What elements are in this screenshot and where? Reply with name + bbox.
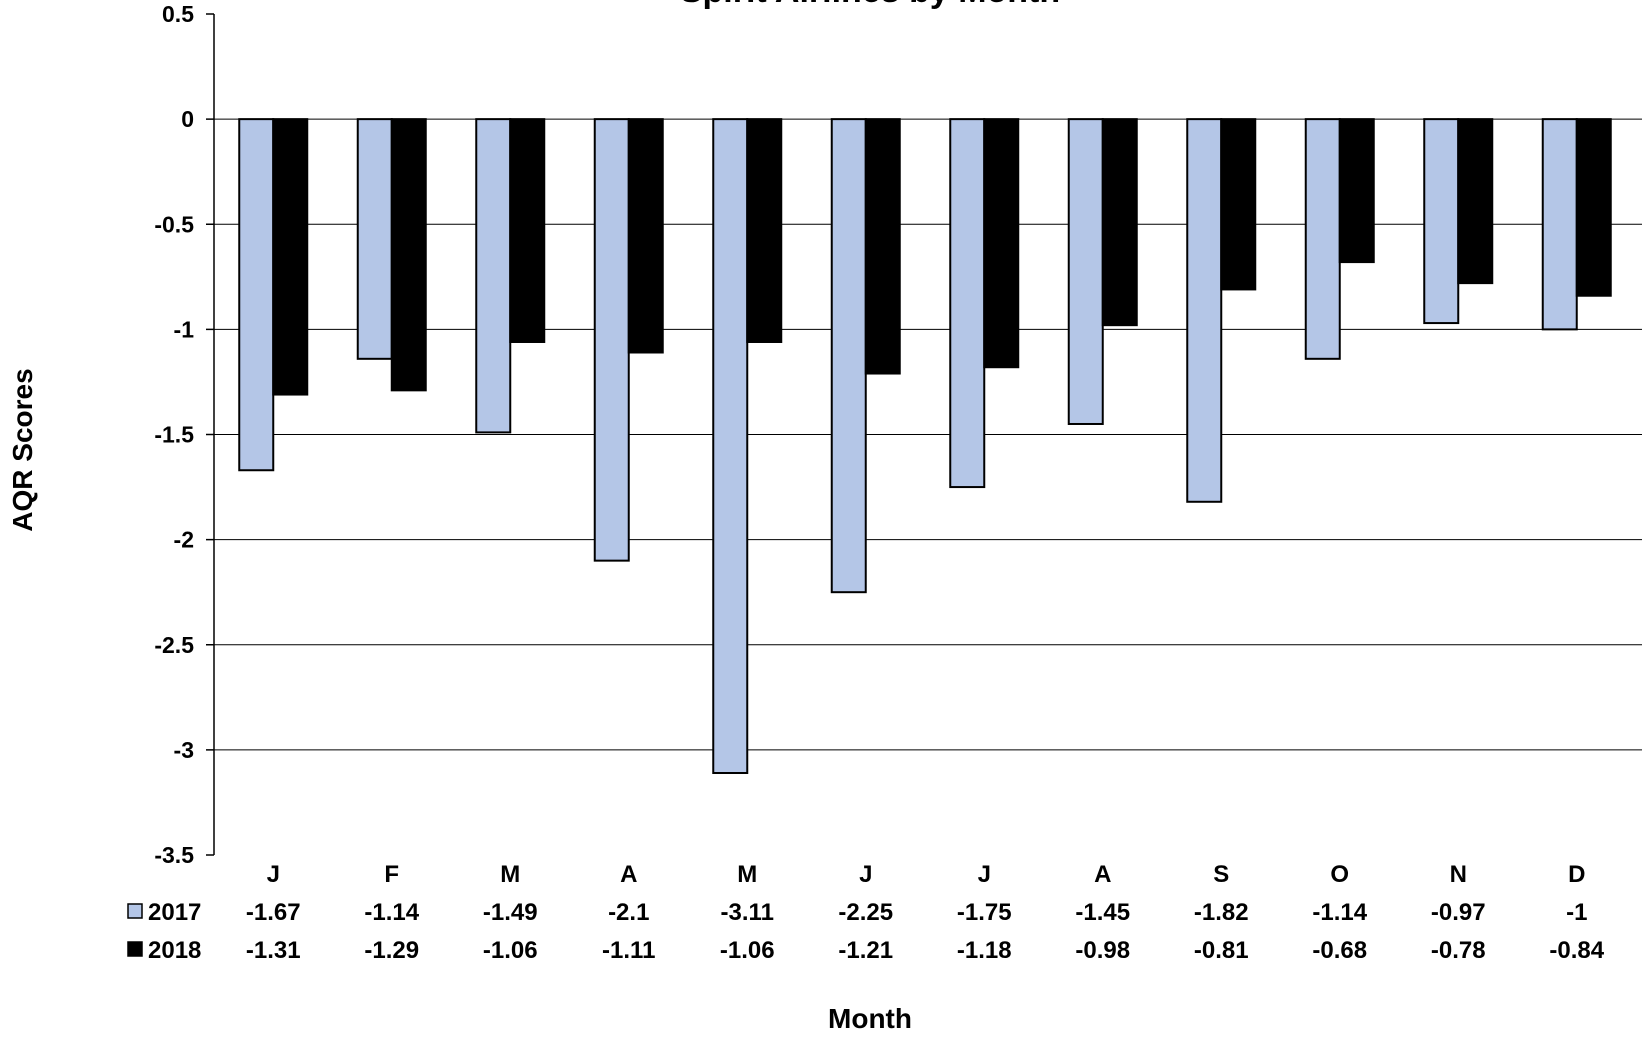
table-cell-2018: -1.06 xyxy=(720,937,775,964)
bar-2018-9 xyxy=(1220,118,1257,291)
bar-2018-11 xyxy=(1457,118,1494,285)
table-cell-2017: -1.14 xyxy=(1312,899,1367,926)
bar-2017-6 xyxy=(830,118,867,594)
table-cell-2017: -2.1 xyxy=(608,899,649,926)
bar-2018-12 xyxy=(1575,118,1612,297)
y-tick-label: -2.5 xyxy=(154,632,194,658)
table-cell-2018: -1.21 xyxy=(838,937,893,964)
bar-2018-5 xyxy=(746,118,783,343)
table-cell-2018: -1.11 xyxy=(602,937,655,964)
table-cell-2017: -2.25 xyxy=(838,899,893,926)
bar-2017-9 xyxy=(1186,118,1223,503)
y-tick-label: -0.5 xyxy=(154,211,194,237)
x-category-label: J xyxy=(859,861,872,888)
bar-2017-4 xyxy=(593,118,630,562)
legend-label-2018: 2018 xyxy=(148,937,201,964)
table-cell-2017: -0.97 xyxy=(1431,899,1486,926)
legend-label-2017: 2017 xyxy=(148,899,201,926)
table-cell-2017: -1.45 xyxy=(1075,899,1130,926)
x-category-label: J xyxy=(267,861,280,888)
table-cell-2018: -0.78 xyxy=(1431,937,1486,964)
x-category-label: M xyxy=(737,861,757,888)
bar-2018-6 xyxy=(864,118,901,375)
x-axis-label: Month xyxy=(828,1003,912,1034)
table-cell-2017: -1 xyxy=(1566,899,1587,926)
legend-swatch-2017 xyxy=(127,903,143,919)
x-category-label: A xyxy=(1094,861,1111,888)
y-tick-label: -2 xyxy=(174,527,194,553)
bar-2018-1 xyxy=(272,118,309,396)
bar-2017-1 xyxy=(238,118,275,472)
y-tick-label: 0 xyxy=(181,106,194,132)
legend-swatch-2018 xyxy=(127,941,143,957)
table-cell-2017: -1.75 xyxy=(957,899,1012,926)
table-cell-2018: -0.84 xyxy=(1549,937,1604,964)
bar-2018-7 xyxy=(983,118,1020,369)
y-tick-label: -1 xyxy=(174,316,195,342)
y-axis-label: AQR Scores xyxy=(7,368,38,531)
x-category-label: S xyxy=(1213,861,1229,888)
bar-2017-10 xyxy=(1304,118,1341,360)
gridlines xyxy=(214,118,1642,751)
bar-2018-4 xyxy=(627,118,664,354)
table-cell-2018: -1.06 xyxy=(483,937,538,964)
table-cell-2018: -1.31 xyxy=(246,937,301,964)
bar-2017-2 xyxy=(356,118,393,360)
table-cell-2018: -0.68 xyxy=(1312,937,1367,964)
table-cell-2017: -1.14 xyxy=(364,899,419,926)
table-cell-2018: -1.29 xyxy=(364,937,419,964)
y-tick-label: -3 xyxy=(174,737,194,763)
bars xyxy=(238,118,1612,775)
bar-2018-8 xyxy=(1101,118,1138,327)
x-category-label: D xyxy=(1568,861,1585,888)
bar-2018-2 xyxy=(390,118,427,392)
data-table: -1.67 -1.31 -1.14 -1.29 -1.49 -1.06 -2.1 -1.11 -… xyxy=(127,899,1605,964)
axes xyxy=(206,13,215,856)
table-cell-2017: -1.82 xyxy=(1194,899,1249,926)
table-cell-2018: -0.98 xyxy=(1075,937,1130,964)
x-category-label: M xyxy=(500,861,520,888)
y-tick-label: 0.5 xyxy=(162,1,194,27)
bar-2018-10 xyxy=(1338,118,1375,264)
chart-title: Spirit Airlines by Month xyxy=(680,0,1060,10)
bar-2017-3 xyxy=(475,118,512,434)
y-tick-label: -1.5 xyxy=(154,422,194,448)
bar-2018-3 xyxy=(509,118,546,343)
bar-2017-11 xyxy=(1423,118,1460,325)
y-tick-label: -3.5 xyxy=(154,842,194,868)
x-category-label: A xyxy=(620,861,637,888)
x-category-label: O xyxy=(1330,861,1349,888)
bar-2017-5 xyxy=(712,118,749,775)
bar-2017-8 xyxy=(1067,118,1104,425)
table-cell-2017: -3.11 xyxy=(721,899,774,926)
x-category-label: J xyxy=(978,861,991,888)
table-cell-2018: -1.18 xyxy=(957,937,1012,964)
x-category-label: N xyxy=(1450,861,1467,888)
x-category-label: F xyxy=(384,861,399,888)
table-cell-2017: -1.49 xyxy=(483,899,538,926)
table-cell-2017: -1.67 xyxy=(246,899,301,926)
bar-2017-12 xyxy=(1541,118,1578,331)
y-tick-labels: 0.5 0 -0.5 -1 -1.5 -2 -2.5 -3 -3.5 xyxy=(154,1,194,868)
table-cell-2018: -0.81 xyxy=(1194,937,1249,964)
bar-2017-7 xyxy=(949,118,986,489)
